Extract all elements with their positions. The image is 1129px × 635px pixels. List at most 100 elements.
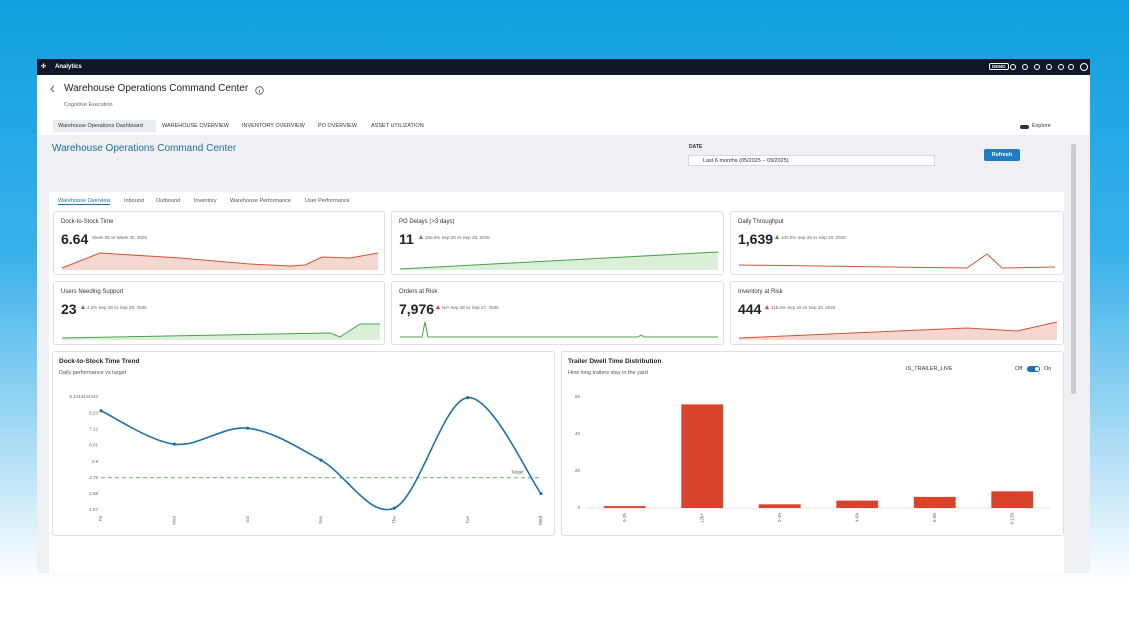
info-icon[interactable] bbox=[255, 86, 264, 95]
x-tick-label: 8-12h bbox=[1009, 513, 1014, 525]
kpi-value: 6.64 bbox=[61, 231, 89, 247]
sparkline bbox=[738, 253, 1056, 269]
kpi-delta: 4.2% Sep 29 vs Sep 28, 2025 bbox=[81, 305, 147, 310]
logo: ✣ bbox=[41, 64, 47, 70]
x-tick-label: 0-2h bbox=[622, 513, 627, 523]
y-tick-label: 4.9 bbox=[92, 459, 99, 464]
x-tick-label: Sun bbox=[318, 516, 323, 525]
x-tick-label: Sat bbox=[245, 515, 250, 523]
sparkline bbox=[61, 252, 379, 270]
bar bbox=[836, 500, 879, 508]
delta: 450.0% bbox=[425, 235, 441, 240]
tab[interactable]: Outbound bbox=[156, 198, 181, 204]
x-tick-label: Tue bbox=[465, 516, 470, 524]
back-button[interactable] bbox=[49, 85, 57, 93]
chart-title: Dock-to-Stock Time Trend bbox=[59, 358, 140, 365]
kpi-card: Daily Throughput 1,639 103.0% Sep 29 vs … bbox=[730, 211, 1064, 275]
delta: 4.2% bbox=[87, 305, 98, 310]
date-label: DATE bbox=[689, 144, 703, 150]
explore[interactable]: Explore bbox=[1032, 123, 1051, 129]
bar bbox=[758, 504, 801, 508]
nav-item[interactable]: INVENTORY OVERVIEW bbox=[242, 123, 305, 129]
delta: N/A bbox=[442, 305, 450, 310]
kpi-value: 23 bbox=[61, 301, 77, 317]
chart-subtitle: Daily performance vs target bbox=[59, 370, 127, 376]
y-tick-label: 60 bbox=[575, 394, 581, 399]
point bbox=[246, 426, 250, 430]
kpi-period: Sep 29 vs Sep 28, 2025 bbox=[797, 235, 846, 240]
bar-panel: Trailer Dwell Time Distribution How long… bbox=[561, 351, 1064, 536]
kpi-title: Daily Throughput bbox=[738, 219, 784, 225]
x-tick-label: 6-8h bbox=[932, 513, 937, 523]
x-tick-label: 4-6h bbox=[854, 513, 859, 523]
y-tick-label: 2.68 bbox=[89, 491, 98, 496]
tab[interactable]: Warehouse Performance bbox=[230, 198, 291, 204]
delta: 115.5% bbox=[771, 305, 786, 310]
date-select[interactable]: Last 6 months (05/2025 – 09/2025) bbox=[688, 155, 935, 166]
nav-item[interactable]: ASSET UTILIZATION bbox=[371, 123, 424, 129]
kpi-title: Users Needing Support bbox=[61, 289, 124, 295]
y-tick-label: 1.57 bbox=[89, 507, 98, 512]
kpi-period: Week 38 vs Week 30, 2025 bbox=[92, 235, 147, 240]
explore-toggle[interactable] bbox=[1020, 125, 1029, 129]
toggle[interactable] bbox=[1027, 366, 1040, 372]
y-tick-label: 40 bbox=[575, 431, 581, 436]
tab[interactable]: Inbound bbox=[124, 198, 144, 204]
kpi-value: 7,976 bbox=[399, 301, 435, 317]
y-tick-label: 20 bbox=[575, 468, 581, 473]
toolbar-icons bbox=[1010, 63, 1088, 71]
kpi-card: Dock-to-Stock Time 6.64 Week 38 vs Week … bbox=[53, 211, 385, 275]
kpi-value: 1,639 bbox=[738, 231, 774, 247]
sparkline bbox=[61, 323, 380, 340]
x-tick-label: Fri bbox=[98, 516, 103, 521]
refresh-button[interactable]: Refresh bbox=[984, 149, 1020, 161]
point bbox=[99, 409, 103, 413]
kpi-title: Inventory at Risk bbox=[738, 289, 783, 295]
sparkline bbox=[400, 321, 718, 338]
top-bar: ✣ Analytics DEMO bbox=[37, 59, 1090, 75]
sparkline bbox=[399, 251, 718, 270]
nav-item[interactable]: Warehouse Operations Dashboard bbox=[58, 123, 143, 129]
point bbox=[539, 491, 543, 496]
dashboard-title: Warehouse Operations Command Center bbox=[52, 143, 237, 154]
bar bbox=[681, 404, 724, 508]
line bbox=[100, 396, 542, 511]
tab[interactable]: Warehouse Overview bbox=[58, 198, 111, 205]
kpi-delta: 115.5% Sep 29 vs Sep 28, 2025 bbox=[765, 305, 835, 310]
x-tick-label: Wed bbox=[538, 516, 543, 526]
kpi-card: Inventory at Risk 444 115.5% Sep 29 vs S… bbox=[730, 281, 1064, 345]
y-tick-label: 6.01 bbox=[89, 443, 98, 448]
x-tick-label: Mon bbox=[172, 516, 177, 525]
tab[interactable]: User Performance bbox=[305, 198, 350, 204]
delta: 103.0% bbox=[781, 235, 797, 240]
bar bbox=[603, 506, 646, 508]
filter-label: IS_TRAILER_LIVE bbox=[906, 366, 953, 372]
point bbox=[172, 442, 176, 446]
kpi-card: Users Needing Support 23 4.2% Sep 29 vs … bbox=[53, 281, 385, 345]
chart-title: Trailer Dwell Time Distribution bbox=[568, 358, 662, 365]
app-window: ✣ Analytics DEMO Warehouse Operations Co… bbox=[37, 59, 1090, 573]
toggle-on[interactable]: On bbox=[1044, 366, 1052, 372]
point bbox=[466, 396, 470, 400]
kpi-value: 444 bbox=[738, 301, 762, 317]
y-tick-label: 3.79 bbox=[89, 475, 98, 480]
kpi-value: 11 bbox=[399, 231, 414, 247]
nav-item[interactable]: WAREHOUSE OVERVIEW bbox=[162, 123, 229, 129]
x-tick-label: 2-4h bbox=[777, 513, 782, 523]
y-tick-label: 0 bbox=[577, 505, 580, 510]
nav-active-bg bbox=[53, 120, 156, 132]
y-tick-label: 9.3444444444 bbox=[69, 394, 98, 399]
kpi-period: Sep 29 vs Sep 28, 2025 bbox=[787, 305, 836, 310]
tab[interactable]: Inventory bbox=[194, 198, 217, 204]
toggle-off[interactable]: Off bbox=[1015, 366, 1023, 372]
point bbox=[319, 458, 323, 462]
kpi-title: Dock-to-Stock Time bbox=[61, 219, 114, 225]
page-subtitle: Cognitive Execution bbox=[64, 102, 113, 108]
kpi-period: Sep 28 vs Sep 27, 2025 bbox=[450, 305, 499, 310]
nav-item[interactable]: PO OVERVIEW bbox=[318, 123, 358, 129]
kpi-delta: 450.0% Sep 29 vs Sep 28, 2025 bbox=[419, 235, 490, 240]
point bbox=[392, 506, 396, 510]
page-title: Warehouse Operations Command Center bbox=[64, 83, 249, 94]
badge[interactable]: DEMO bbox=[989, 63, 1009, 70]
